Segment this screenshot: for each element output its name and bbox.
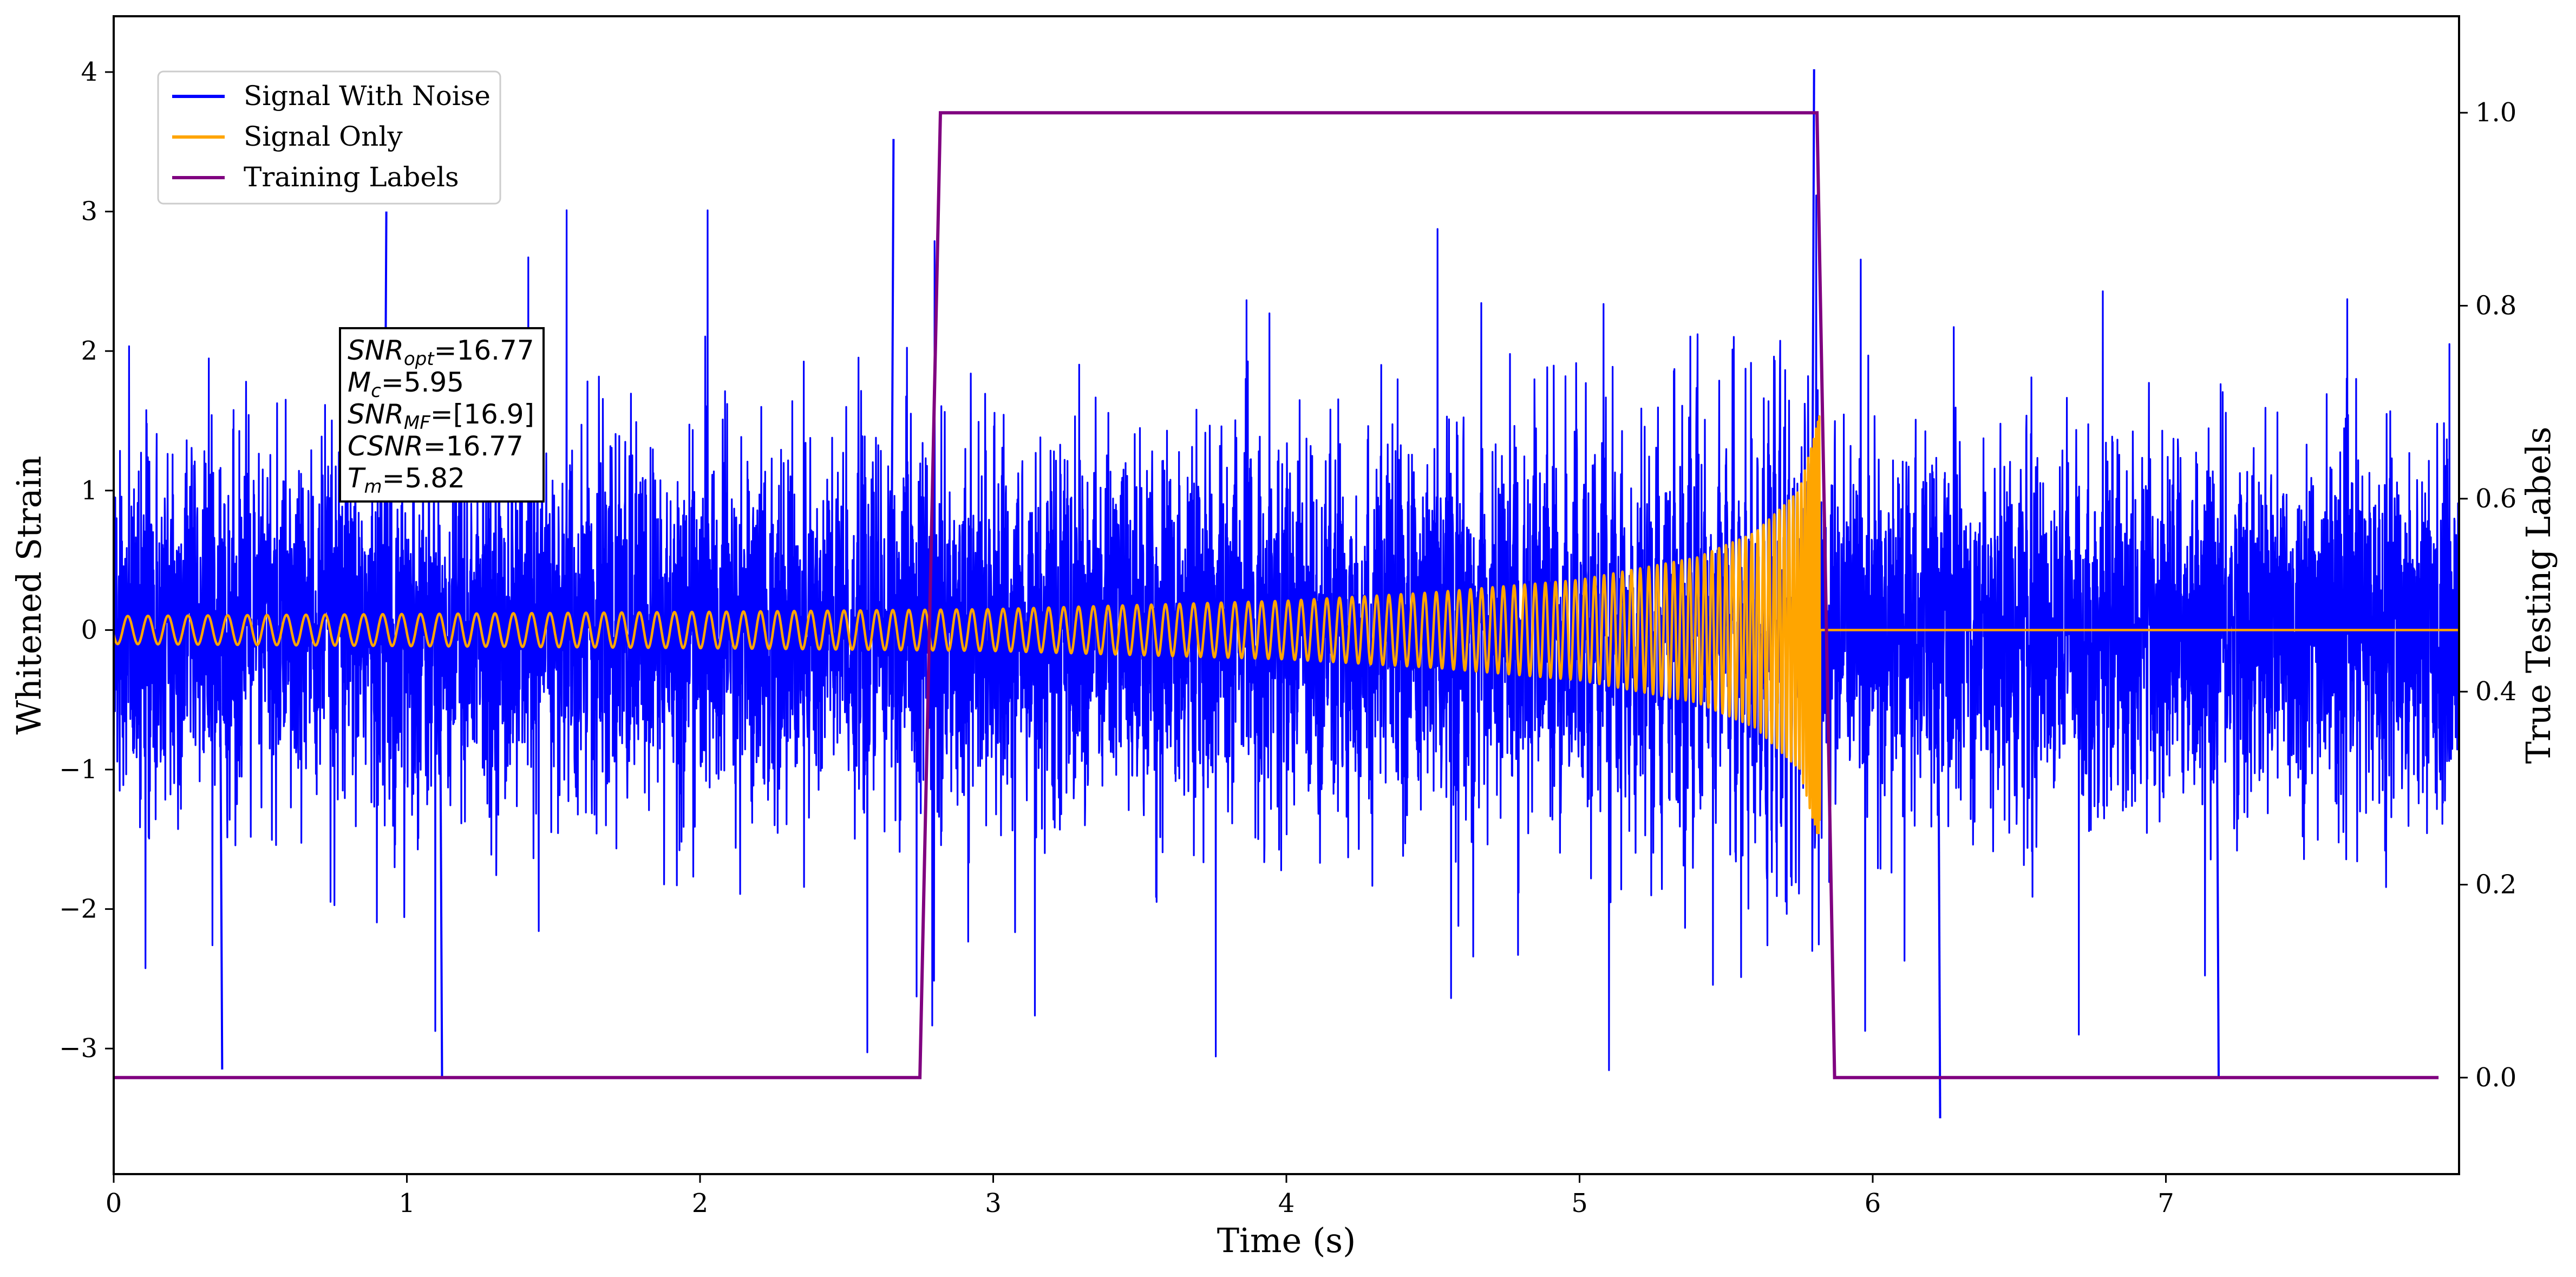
signal-line [114,415,2459,835]
legend-label-noise: Signal With Noise [244,80,491,112]
y-left-tick-label: 1 [81,475,97,506]
y-axis-right-title: True Testing Labels [2519,427,2558,764]
noise-line [114,194,2459,1071]
x-tick-label: 1 [398,1188,415,1219]
y-axis-right: 0.0 0.2 0.4 0.6 0.8 1.0 [2459,97,2516,1093]
labels-line [114,111,2439,1079]
annotation-value: =5.82 [382,462,465,494]
noise-peak [890,139,895,630]
annotation-subscript: opt [404,348,435,370]
y-left-tick-label: 2 [81,336,97,366]
x-axis-title: Time (s) [1217,1221,1356,1260]
legend-box [157,70,501,205]
x-tick-label: 0 [106,1188,122,1219]
noise-peak [2215,630,2220,1077]
y-axis-left: −3 −2 −1 0 1 2 3 4 [59,57,114,1064]
x-tick-label: 5 [1571,1188,1588,1219]
legend-label-signal: Signal Only [244,121,403,152]
annotation-line: SNRMF=[16.9] [348,399,534,434]
series-signal-only [114,415,2459,835]
x-axis: 0 1 2 3 4 5 6 7 [106,1174,2174,1219]
y-left-tick-label: 0 [81,615,97,645]
annotation-line: CSNR=16.77 [348,431,524,462]
y-right-tick-label: 0.2 [2475,870,2516,900]
noise-peak [219,630,224,1070]
y-right-tick-label: 0.0 [2475,1063,2516,1093]
annotation-line: SNRopt=16.77 [348,335,534,370]
y-left-tick-label: 4 [81,57,97,87]
series-training-labels [114,111,2439,1079]
y-left-tick-label: −2 [59,894,97,924]
x-tick-label: 3 [985,1188,1002,1219]
y-left-tick-label: 3 [81,197,97,227]
y-right-tick-label: 0.8 [2475,291,2516,321]
annotation-line: Mc=5.95 [348,367,464,402]
x-tick-label: 7 [2157,1188,2174,1219]
y-axis-left-title: Whitened Strain [9,456,49,735]
annotation-value: =16.77 [423,431,524,462]
noise-peak [1937,630,1941,1118]
annotation-box: SNRopt=16.77Mc=5.95SNRMF=[16.9]CSNR=16.7… [339,327,545,503]
annotation-line: Tm=5.82 [348,462,465,498]
y-left-tick-label: −3 [59,1033,97,1064]
x-tick-label: 2 [692,1188,709,1219]
annotation-frame [339,327,545,503]
y-right-tick-label: 0.6 [2475,484,2516,514]
annotation-subscript: MF [404,412,430,434]
annotation-value: =[16.9] [430,399,534,430]
annotation-value: =16.77 [434,335,534,366]
y-right-tick-label: 1.0 [2475,97,2516,128]
annotation-symbol: T [348,462,366,494]
annotation-value: =5.95 [381,367,464,398]
y-left-tick-label: −1 [59,754,97,785]
x-tick-label: 4 [1278,1188,1295,1219]
annotation-subscript: c [371,380,381,402]
legend: Signal With Noise Signal Only Training L… [157,70,501,205]
noise-peak [439,630,443,1077]
x-tick-label: 6 [1865,1188,1881,1219]
y-right-tick-label: 0.4 [2475,676,2516,707]
annotation-symbol: CSNR [348,431,423,462]
annotation-symbol: M [348,367,371,398]
annotation-symbol: SNR [348,399,404,430]
annotation-subscript: m [364,476,382,498]
annotation-symbol: SNR [348,335,404,366]
legend-label-labels: Training Labels [244,161,459,193]
